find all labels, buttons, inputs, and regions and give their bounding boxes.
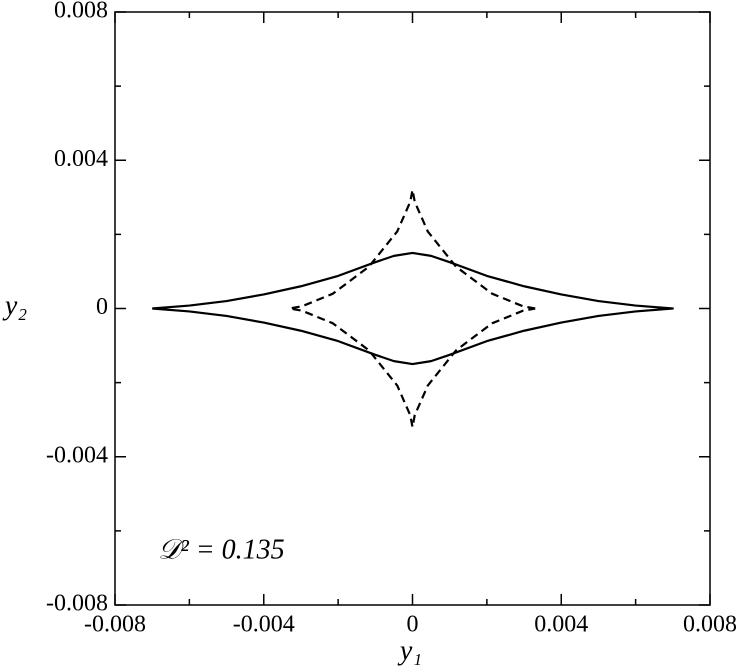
x-tick-label: -0.004 — [233, 612, 295, 638]
x-tick-label: 0 — [407, 612, 419, 638]
x-axis-label: y₁ — [397, 635, 422, 666]
y-axis-label: y₂ — [2, 290, 27, 321]
y-tick-label: 0 — [96, 294, 108, 320]
y-tick-label: -0.008 — [46, 591, 108, 617]
curve — [152, 251, 674, 366]
x-tick-label: 0.008 — [683, 612, 737, 638]
curve — [288, 188, 536, 429]
y-tick-label: 0.004 — [54, 146, 108, 172]
x-tick-label: -0.008 — [84, 612, 146, 638]
y-tick-label: 0.008 — [54, 0, 108, 24]
x-tick-label: 0.004 — [534, 612, 588, 638]
annotation: 𝒟² = 0.135 — [158, 534, 285, 565]
plot-frame — [114, 11, 711, 606]
y-tick-label: -0.004 — [46, 442, 108, 468]
